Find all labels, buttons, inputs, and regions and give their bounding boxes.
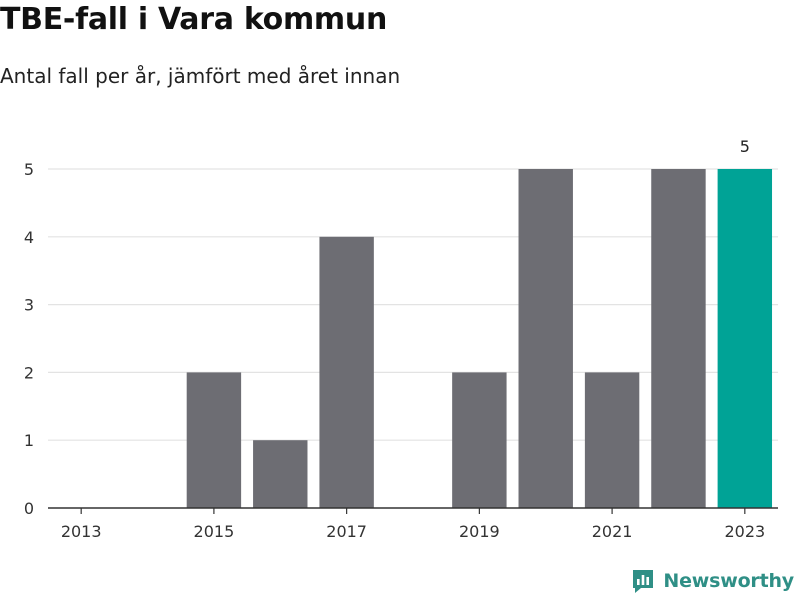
- bar: [186, 372, 242, 508]
- brand-name: Newsworthy: [663, 570, 794, 592]
- x-tick-label: 2019: [459, 522, 500, 541]
- x-tick-label: 2013: [61, 522, 102, 541]
- y-tick-label: 2: [24, 363, 34, 382]
- x-tick-label: 2015: [194, 522, 235, 541]
- brand-logo: Newsworthy: [631, 568, 794, 594]
- chart-title: TBE-fall i Vara kommun: [0, 2, 388, 37]
- bar: [319, 236, 374, 509]
- bar-chart-logo-icon: [633, 570, 654, 593]
- x-tick-label: 2023: [724, 522, 765, 541]
- x-tick-label: 2021: [592, 522, 633, 541]
- chart-subtitle: Antal fall per år, jämfört med året inna…: [0, 64, 401, 88]
- x-tick-label: 2017: [326, 522, 367, 541]
- y-tick-label: 0: [24, 499, 34, 518]
- y-tick-label: 4: [24, 228, 34, 247]
- bar: [584, 372, 640, 508]
- y-tick-label: 1: [24, 431, 34, 450]
- y-tick-label: 3: [24, 296, 34, 315]
- bar-highlight: [717, 169, 773, 508]
- data-label: 5: [740, 137, 750, 156]
- bar: [253, 440, 308, 508]
- bar: [651, 169, 706, 508]
- bar: [452, 372, 507, 508]
- y-tick-label: 5: [24, 160, 34, 179]
- bar: [518, 169, 573, 508]
